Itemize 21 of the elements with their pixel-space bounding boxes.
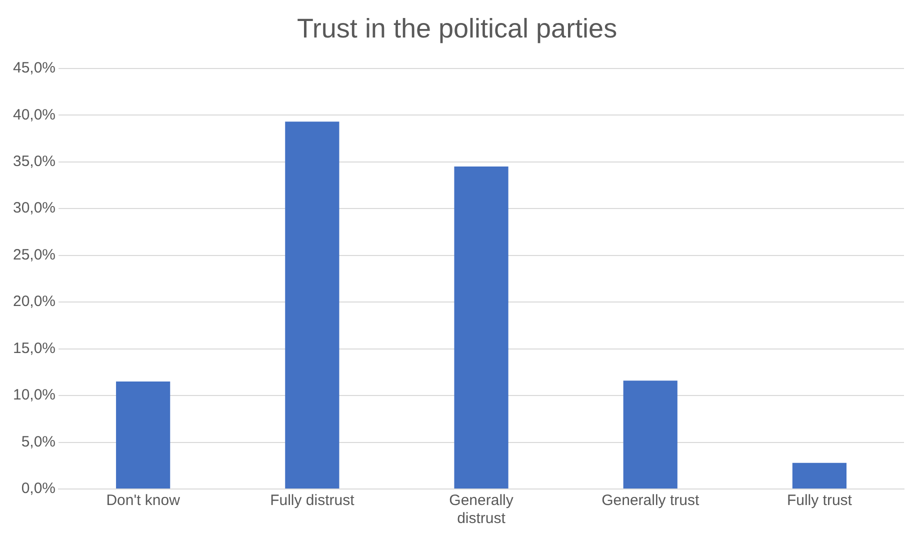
y-tick-label: 20,0%	[12, 293, 56, 310]
y-tick-label: 15,0%	[12, 340, 56, 357]
y-tick-label: 10,0%	[12, 386, 56, 404]
x-tick-label: Fully distrust	[270, 492, 356, 510]
bar	[792, 462, 847, 488]
bar	[285, 122, 340, 488]
bar	[116, 382, 170, 488]
x-tick-label: Generally trust	[602, 492, 700, 510]
x-tick-label: Don't know	[106, 492, 180, 510]
y-tick-label: 25,0%	[12, 246, 56, 264]
y-tick-label: 45,0%	[12, 60, 56, 77]
x-tick-label: Generally distrust	[449, 492, 514, 528]
bar	[454, 166, 508, 488]
chart-title: Trust in the political parties	[296, 14, 618, 44]
bar	[623, 380, 678, 488]
x-tick-label: Fully trust	[786, 492, 853, 510]
y-tick-label: 40,0%	[12, 106, 56, 124]
y-tick-label: 0,0%	[21, 480, 56, 498]
y-tick-label: 35,0%	[12, 153, 56, 170]
y-tick-label: 30,0%	[12, 200, 56, 217]
y-tick-label: 5,0%	[21, 433, 56, 450]
